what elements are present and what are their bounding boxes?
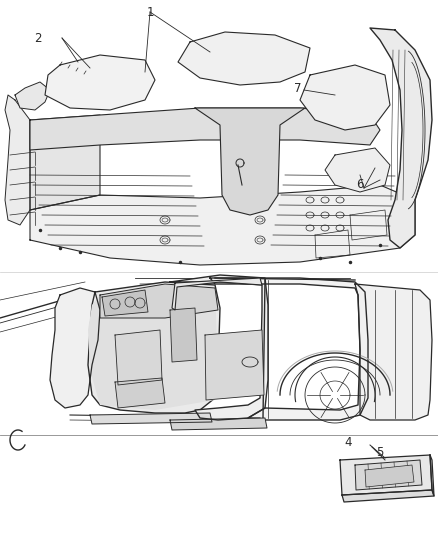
Polygon shape (88, 282, 220, 413)
Text: 2: 2 (34, 31, 42, 44)
Text: 5: 5 (376, 446, 384, 458)
Polygon shape (88, 285, 218, 410)
Polygon shape (5, 95, 30, 225)
Polygon shape (30, 108, 380, 150)
Polygon shape (355, 460, 422, 490)
Polygon shape (30, 115, 100, 210)
Text: 7: 7 (294, 82, 302, 94)
Polygon shape (430, 455, 434, 496)
Polygon shape (170, 418, 267, 430)
Polygon shape (195, 108, 305, 215)
Polygon shape (178, 32, 310, 85)
Polygon shape (115, 330, 162, 385)
Polygon shape (325, 148, 390, 192)
Polygon shape (205, 330, 264, 400)
Polygon shape (45, 55, 155, 110)
Polygon shape (15, 82, 50, 110)
Text: 4: 4 (344, 437, 352, 449)
Polygon shape (172, 278, 262, 310)
Polygon shape (115, 378, 165, 408)
Polygon shape (90, 413, 212, 424)
Polygon shape (342, 490, 434, 502)
Text: 6: 6 (356, 179, 364, 191)
Polygon shape (50, 288, 100, 408)
Polygon shape (102, 290, 148, 316)
Polygon shape (370, 28, 432, 248)
Text: 1: 1 (146, 5, 154, 19)
Polygon shape (365, 465, 414, 487)
Polygon shape (355, 284, 432, 420)
Polygon shape (170, 308, 197, 362)
Polygon shape (100, 284, 218, 318)
Polygon shape (30, 185, 415, 265)
Polygon shape (340, 455, 432, 495)
Polygon shape (300, 65, 390, 130)
Polygon shape (170, 275, 268, 420)
Polygon shape (210, 278, 368, 420)
